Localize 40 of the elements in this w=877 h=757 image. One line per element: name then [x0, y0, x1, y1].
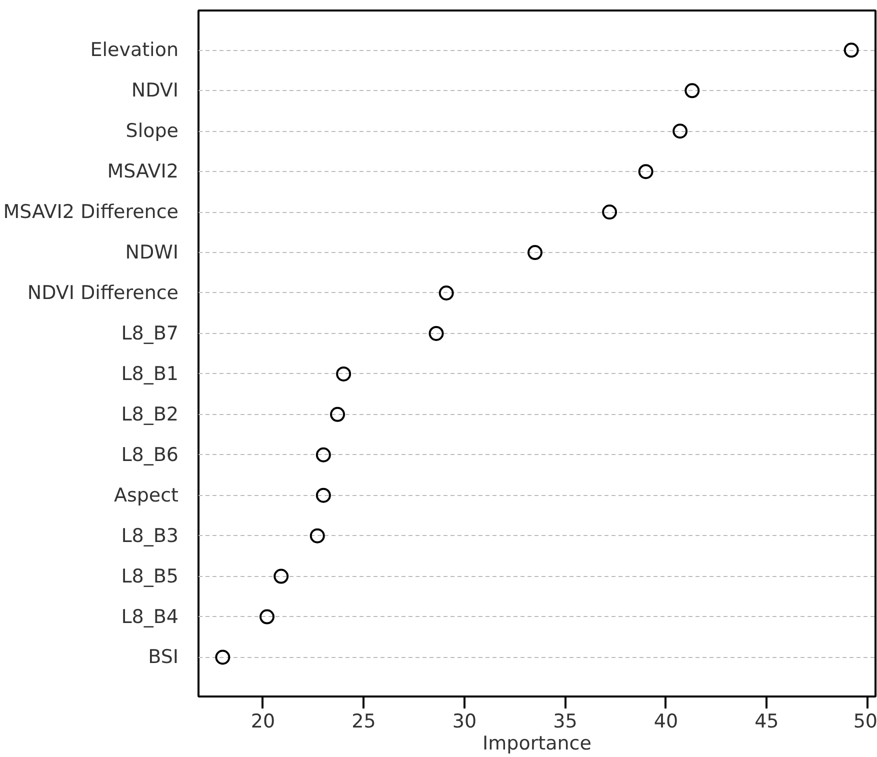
- x-tick-label: 45: [754, 710, 779, 732]
- point: [527, 245, 542, 260]
- point: [274, 568, 289, 584]
- point: [330, 406, 346, 422]
- point: [310, 528, 325, 544]
- y-tick-label: L8_B6: [121, 444, 178, 466]
- y-tick-label: BSI: [148, 646, 179, 668]
- point: [438, 286, 454, 300]
- y-tick-label: NDVI: [131, 80, 179, 102]
- point: [215, 650, 230, 665]
- y-tick-label: L8_B3: [121, 524, 178, 547]
- y-tick-label: L8_B5: [121, 565, 178, 588]
- point: [260, 609, 275, 624]
- y-tick-label: L8_B1: [121, 362, 178, 385]
- y-tick-label: MSAVI2 Difference: [3, 201, 179, 224]
- y-tick-label: L8_B7: [121, 322, 178, 344]
- y-tick-label: NDWI: [125, 242, 178, 264]
- y-tick-label: Elevation: [90, 39, 179, 62]
- y-tick-label: L8_B2: [121, 403, 178, 426]
- x-tick-label: 30: [452, 710, 477, 732]
- y-tick-label: MSAVI2: [107, 160, 179, 183]
- y-tick-label: Slope: [126, 120, 179, 142]
- point: [316, 488, 331, 503]
- x-tick-label: 35: [553, 710, 578, 732]
- point: [602, 204, 618, 220]
- point: [638, 164, 654, 180]
- point: [684, 83, 700, 98]
- x-tick-label: 50: [853, 710, 877, 732]
- y-tick-label: Aspect: [114, 484, 179, 506]
- x-tick-label: 25: [352, 710, 376, 732]
- point: [316, 447, 331, 462]
- x-axis-title: Importance: [482, 732, 592, 754]
- point: [428, 326, 444, 341]
- y-tick-label: L8_B4: [121, 606, 178, 628]
- x-tick-label: 40: [654, 710, 678, 732]
- point: [672, 124, 688, 139]
- y-tick-label: NDVI Difference: [27, 282, 179, 304]
- x-tick-label: 20: [250, 710, 276, 732]
- point: [336, 366, 352, 382]
- point: [844, 42, 859, 58]
